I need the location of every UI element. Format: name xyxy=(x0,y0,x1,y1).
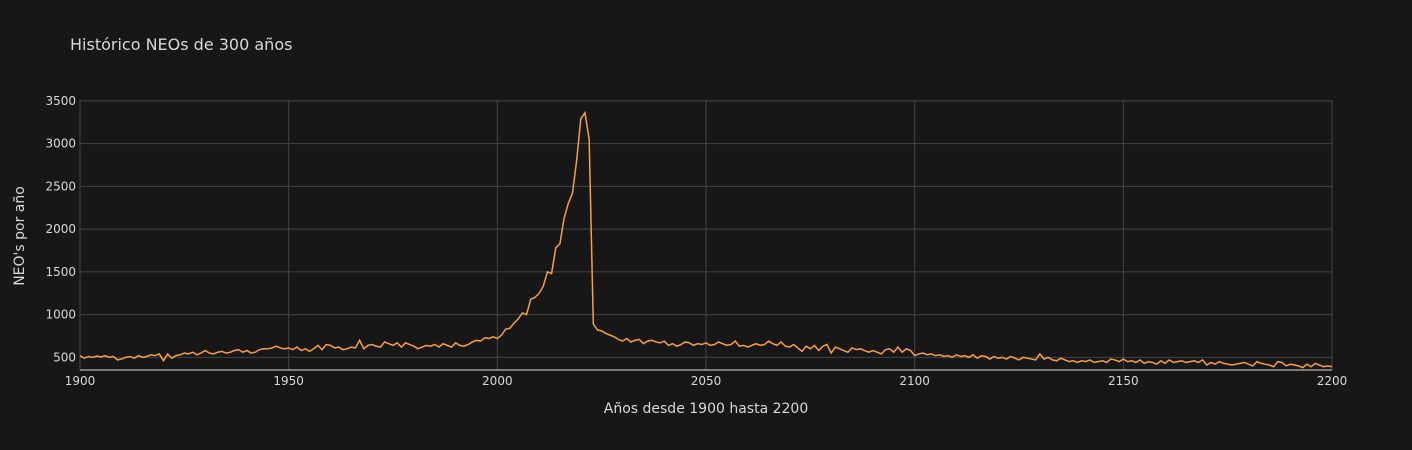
x-tick-label: 1950 xyxy=(273,374,304,388)
x-tick-label: 2150 xyxy=(1108,374,1139,388)
y-tick-label: 1000 xyxy=(45,308,76,322)
x-tick-label: 2100 xyxy=(899,374,930,388)
y-tick-label: 2000 xyxy=(45,222,76,236)
x-tick-label: 1900 xyxy=(65,374,96,388)
chart-title: Histórico NEOs de 300 años xyxy=(70,35,292,54)
x-axis-label: Años desde 1900 hasta 2200 xyxy=(604,401,808,417)
x-tick-label: 2050 xyxy=(691,374,722,388)
y-tick-label: 1500 xyxy=(45,265,76,279)
x-tick-label: 2000 xyxy=(482,374,513,388)
y-axis-label: NEO's por año xyxy=(12,186,28,286)
data-line xyxy=(79,110,1333,369)
y-tick-label: 3000 xyxy=(45,137,76,151)
x-tick-label: 2200 xyxy=(1317,374,1348,388)
y-tick-label: 3500 xyxy=(45,94,76,108)
y-tick-label: 2500 xyxy=(45,179,76,193)
y-tick-label: 500 xyxy=(53,350,76,364)
